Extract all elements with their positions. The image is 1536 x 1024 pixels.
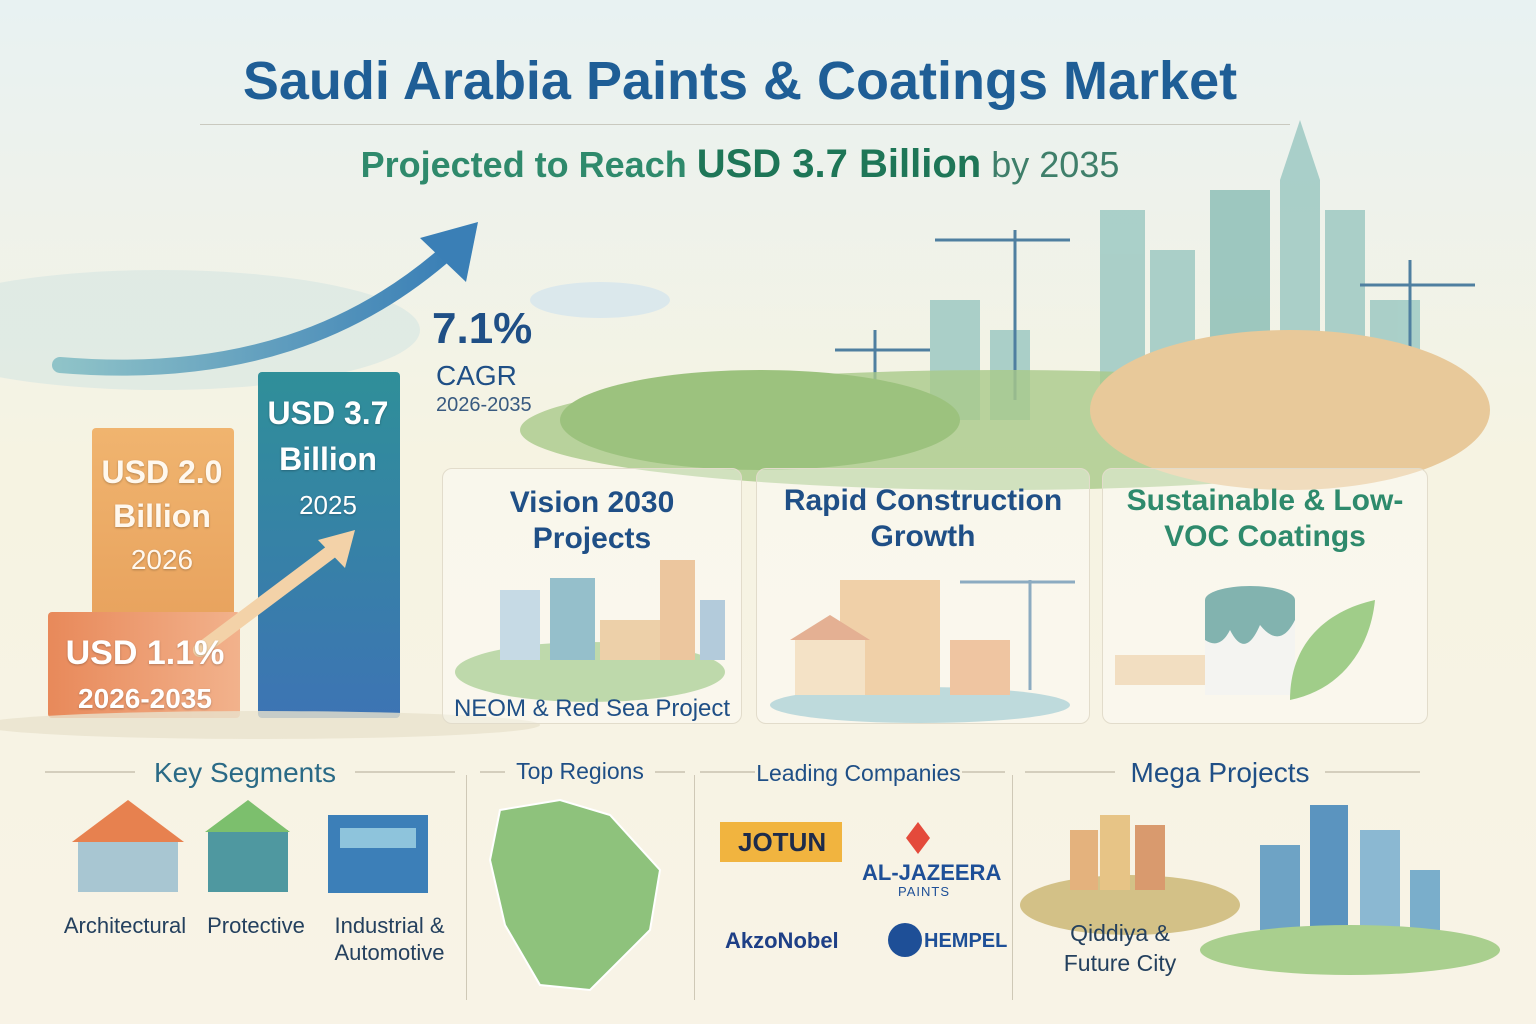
cagr-period: 2026-2035 <box>436 394 532 416</box>
section-heading: Mega Projects <box>1130 757 1310 788</box>
segment: Architectural <box>63 913 187 938</box>
section-heading: Leading Companies <box>756 760 961 786</box>
bar-year: 2025 <box>299 490 357 520</box>
company-logo: AkzoNobel <box>725 928 839 953</box>
company-logo: JOTUN <box>738 827 827 857</box>
section-heading: Key Segments <box>153 757 337 788</box>
separator <box>466 775 467 1000</box>
badge-period: 2026-2035 <box>78 683 212 714</box>
card: Vision 2030 Projects NEOM & Red Sea Proj… <box>442 468 742 724</box>
cagr-label: CAGR <box>436 360 517 391</box>
separator <box>694 775 695 1000</box>
segment: Protective <box>207 913 305 938</box>
cagr-value: 7.1% <box>432 304 533 353</box>
bar-amount: USD 2.0 <box>101 454 223 490</box>
divider <box>200 124 1290 125</box>
badge: USD 1.1% 2026-2035 <box>50 630 240 722</box>
card: Rapid Construction Growth <box>756 468 1090 724</box>
bar-year: 2026 <box>130 544 194 575</box>
company-logo: HEMPEL <box>924 930 1008 952</box>
subtitle-lead: Projected to Reach <box>360 144 687 185</box>
company-logo: PAINTS <box>898 884 950 899</box>
subtitle: Projected to Reach USD 3.7 Billion by 20… <box>0 142 1480 187</box>
bar-unit: Billion <box>279 441 377 477</box>
section-heading: Top Regions <box>516 758 644 784</box>
segment: Industrial & Automotive <box>334 913 445 965</box>
title: Saudi Arabia Paints & Coatings Market <box>242 51 1238 111</box>
bar-label: USD 2.0 Billion 2026 <box>92 450 232 582</box>
subtitle-tail: by 2035 <box>991 144 1120 185</box>
separator <box>1012 775 1013 1000</box>
badge-amount: USD 1.1% <box>65 634 225 672</box>
subtitle-highlight: USD 3.7 Billion <box>696 142 982 186</box>
bar-label: USD 3.7 Billion 2025 <box>258 390 398 528</box>
card-title: Sustainable & Low-VOC Coatings <box>1126 484 1404 553</box>
mega-caption: Qiddiya & Future City <box>1063 920 1177 976</box>
bar-unit: Billion <box>113 498 211 534</box>
company-logo: AL-JAZEERA <box>862 860 1002 885</box>
card-title: Rapid Construction Growth <box>783 484 1063 553</box>
card-title: Vision 2030 Projects <box>509 486 675 555</box>
card: Sustainable & Low-VOC Coatings <box>1102 468 1428 724</box>
bar-amount: USD 3.7 <box>267 395 389 431</box>
card-caption: NEOM & Red Sea Project <box>453 695 731 722</box>
